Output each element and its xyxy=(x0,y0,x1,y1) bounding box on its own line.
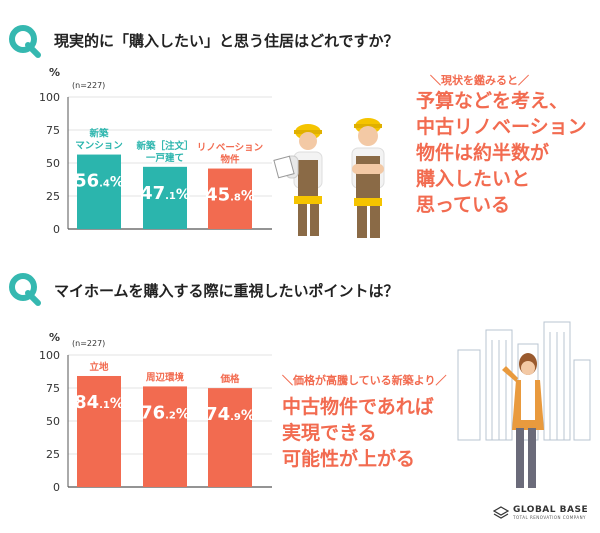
logo-mark-icon xyxy=(493,505,509,519)
logo-name: GLOBAL BASE xyxy=(513,505,589,515)
category-label: 一戸建て xyxy=(146,152,184,164)
value-label: 45.8% xyxy=(205,185,255,206)
workers-illustration xyxy=(273,118,385,238)
y-tick-label: 75 xyxy=(46,382,60,395)
y-tick-label: 0 xyxy=(53,481,60,494)
y-tick-label: 50 xyxy=(46,415,60,428)
category-label: マンション xyxy=(75,141,123,152)
callout-2-line: 可能性が上がる xyxy=(282,448,416,470)
value-label: 74.9% xyxy=(205,404,255,425)
callout-2-line: 中古物件であれば xyxy=(282,396,434,418)
value-label: 47.1% xyxy=(140,183,190,204)
callout-2-lead: ＼価格が高騰している新築より／ xyxy=(282,374,447,387)
y-unit-label: % xyxy=(49,66,60,79)
bar xyxy=(208,388,252,487)
category-label: 立地 xyxy=(89,361,109,373)
callout-2-line: 実現できる xyxy=(282,422,377,444)
woman-buildings-illustration xyxy=(457,321,591,488)
bar xyxy=(77,154,121,229)
callout-1-line: 思っている xyxy=(416,194,511,216)
y-tick-label: 25 xyxy=(46,448,60,461)
n-label: (n=227) xyxy=(72,339,105,348)
y-unit-label: % xyxy=(49,331,60,344)
callout-1-line: 購入したいと xyxy=(416,168,531,190)
bar xyxy=(77,375,121,487)
global-base-logo: GLOBAL BASE TOTAL RENOVATION COMPANY xyxy=(493,505,588,520)
callout-1-line: 物件は約半数が xyxy=(416,142,550,164)
callout-2: ＼価格が高騰している新築より／ 中古物件であれば 実現できる 可能性が上がる xyxy=(282,372,446,472)
y-tick-label: 100 xyxy=(39,91,60,104)
category-label: 新築 xyxy=(89,128,109,140)
callout-1-line: 中古リノベーション xyxy=(416,116,587,138)
n-label: (n=227) xyxy=(72,81,105,90)
value-label: 56.4% xyxy=(74,171,124,192)
bar xyxy=(143,166,187,229)
value-label: 76.2% xyxy=(140,402,190,423)
callout-1-line: 予算などを考え、 xyxy=(416,90,569,112)
q-icon xyxy=(9,25,41,58)
question-1-title: 現実的に「購入したい」と思う住居はどれですか？ xyxy=(54,32,399,50)
y-tick-label: 25 xyxy=(46,190,60,203)
bar xyxy=(143,386,187,487)
question-2-title: マイホームを購入する際に重視したいポイントは？ xyxy=(54,282,399,300)
y-tick-label: 0 xyxy=(53,223,60,236)
y-tick-label: 50 xyxy=(46,157,60,170)
category-label: 物件 xyxy=(220,154,240,166)
category-label: 新築［注文］ xyxy=(136,140,193,152)
callout-1-lead: ＼現状を鑑みると／ xyxy=(430,74,529,87)
category-label: リノベーション xyxy=(197,143,263,154)
y-tick-label: 100 xyxy=(39,349,60,362)
category-label: 価格 xyxy=(219,373,240,385)
callout-1: ＼現状を鑑みると／ 予算などを考え、 中古リノベーション 物件は約半数が 購入し… xyxy=(416,72,587,218)
value-label: 84.1% xyxy=(74,392,124,413)
logo-sub: TOTAL RENOVATION COMPANY xyxy=(513,515,586,520)
y-tick-label: 75 xyxy=(46,124,60,137)
bar xyxy=(208,168,252,229)
category-label: 周辺環境 xyxy=(146,371,185,383)
q-icon xyxy=(9,273,41,306)
